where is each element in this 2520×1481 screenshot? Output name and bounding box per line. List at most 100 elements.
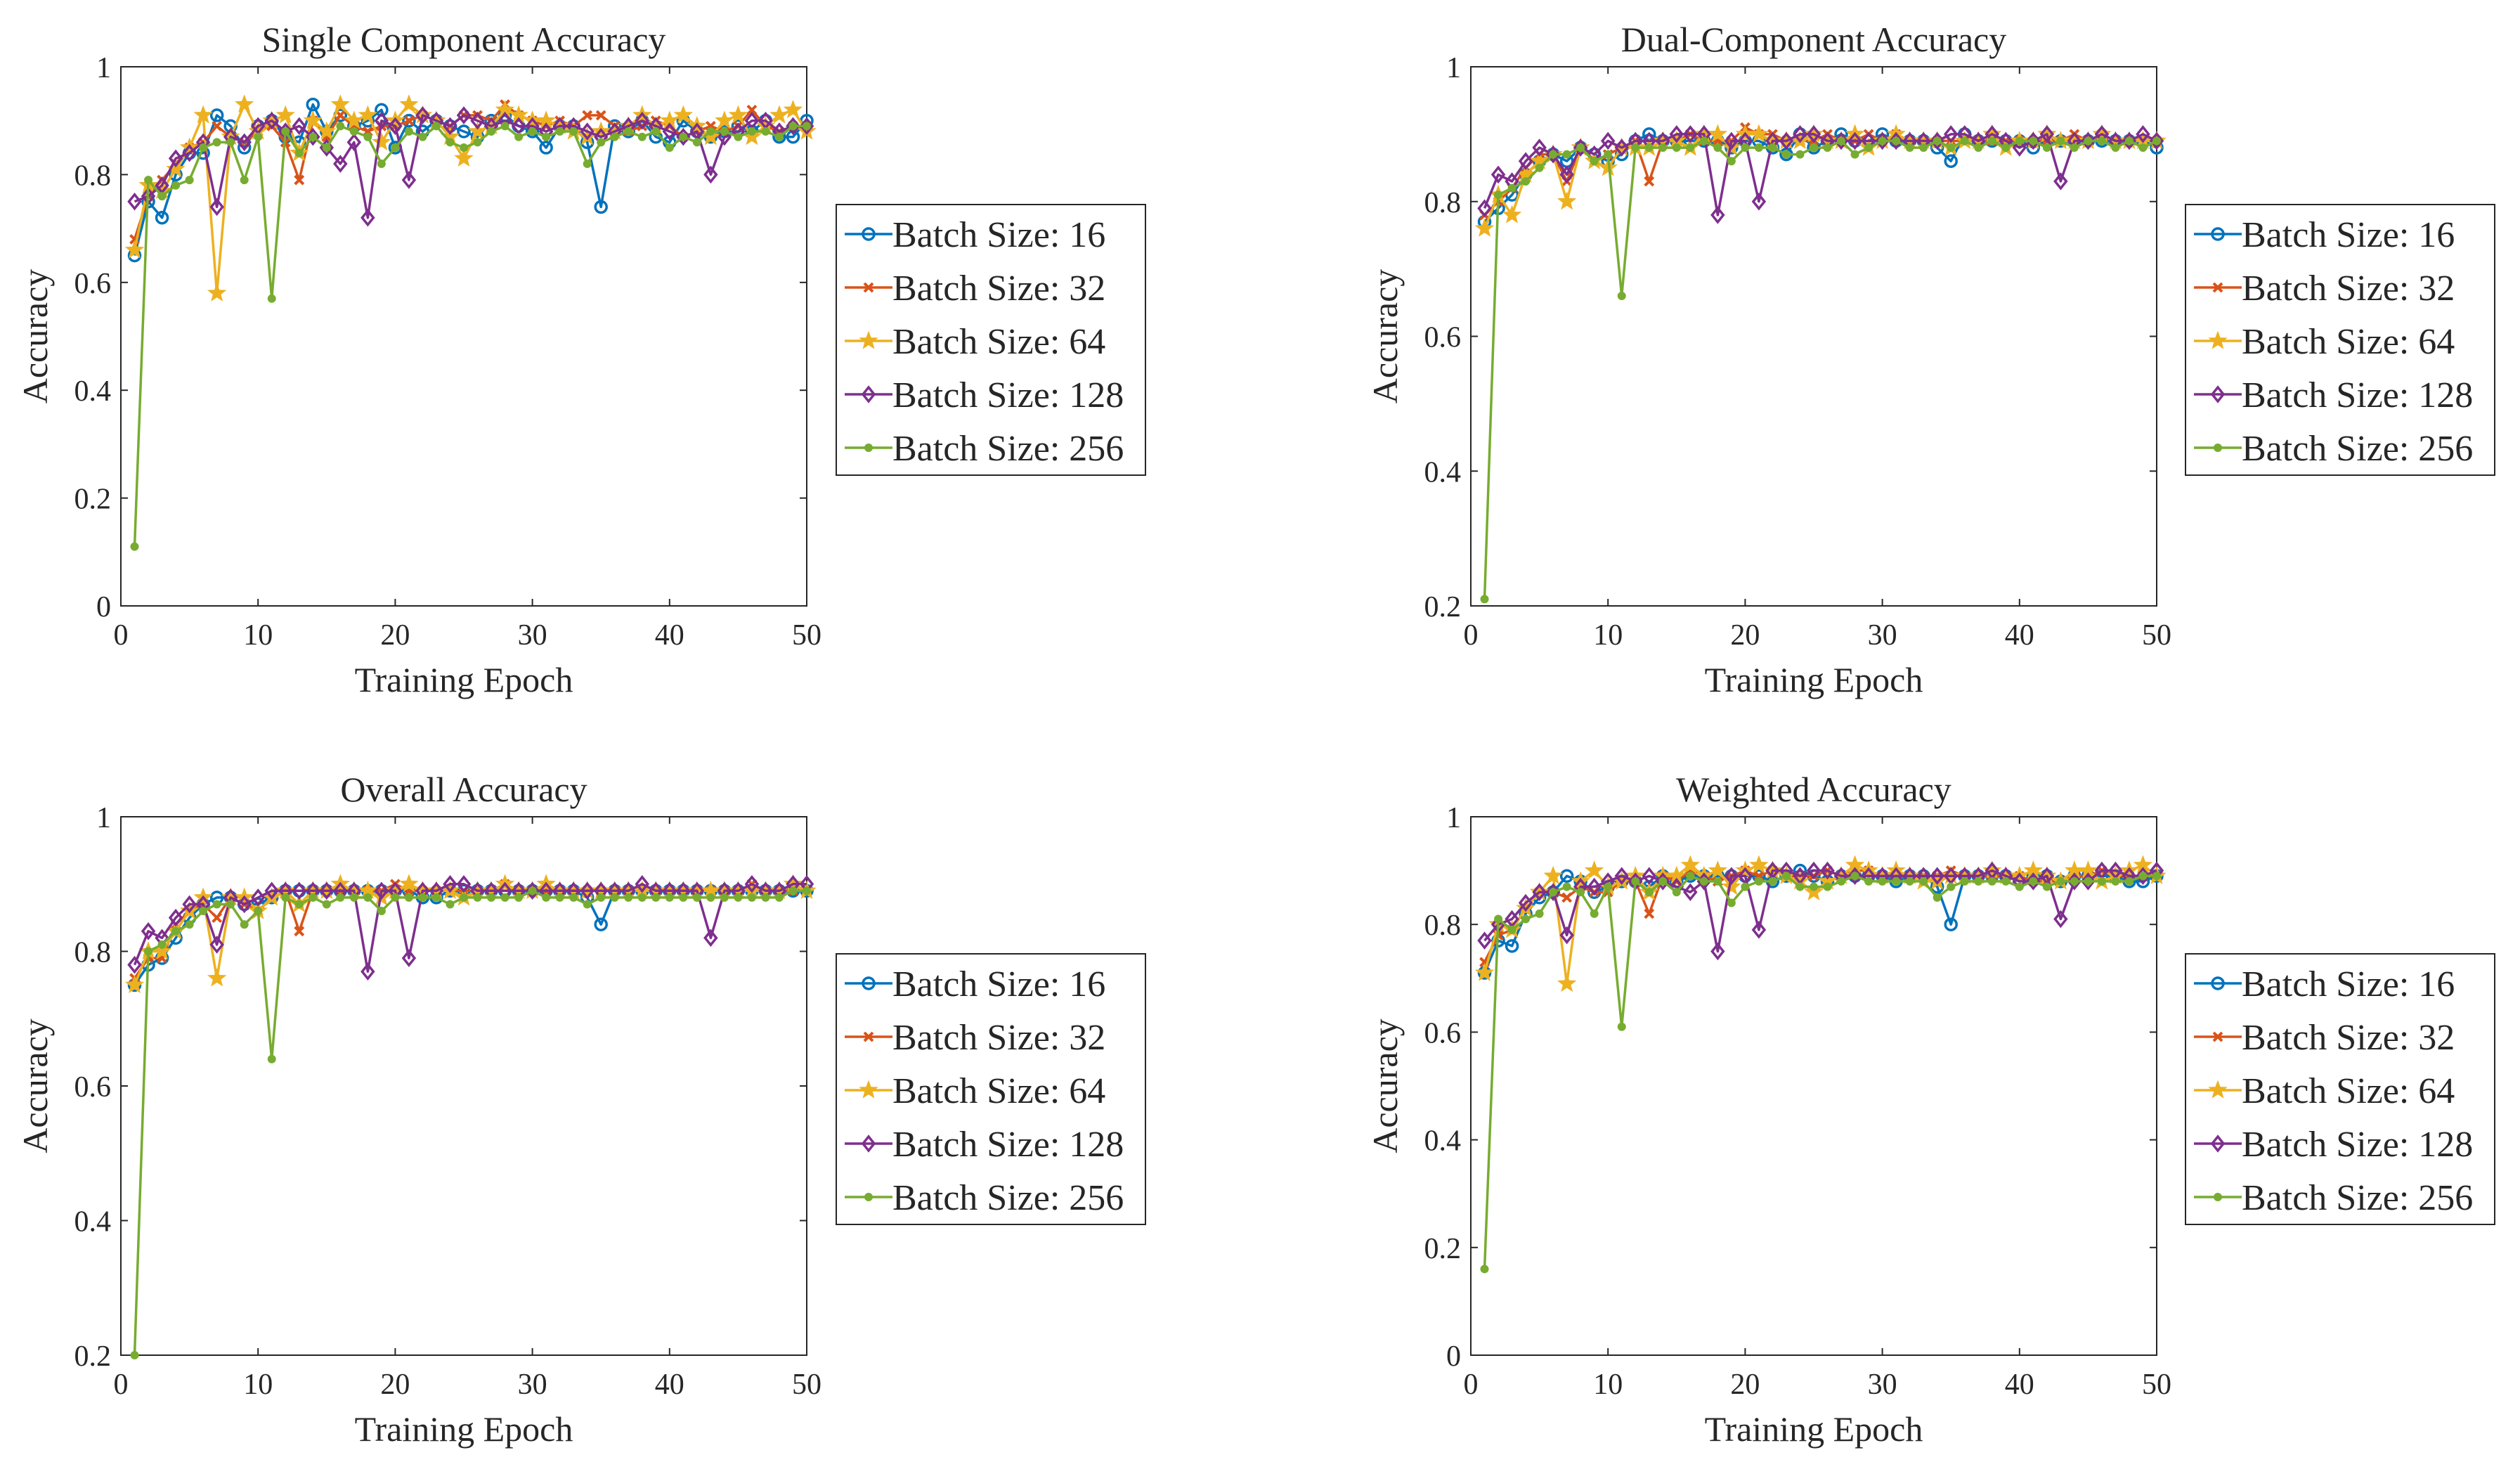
data-point <box>2056 136 2065 145</box>
data-point <box>403 115 415 127</box>
data-point <box>346 133 362 152</box>
data-point <box>1562 882 1571 891</box>
series-5 <box>1480 136 2161 604</box>
data-point <box>264 881 279 900</box>
data-point <box>363 893 372 902</box>
data-point <box>514 893 524 902</box>
data-point <box>212 138 221 147</box>
data-point <box>1833 131 1849 150</box>
data-point <box>199 907 208 916</box>
data-point <box>2029 877 2038 886</box>
data-point <box>1823 882 1832 891</box>
data-point <box>594 917 608 931</box>
data-point <box>1795 882 1805 891</box>
y-tick-label: 0.2 <box>1424 1233 1462 1265</box>
data-point <box>1507 925 1516 934</box>
data-point <box>1810 882 1818 891</box>
data-point <box>1543 865 1563 884</box>
legend-marker <box>864 1193 873 1201</box>
data-point <box>212 120 223 131</box>
data-point <box>610 132 619 141</box>
data-point <box>1779 131 1794 150</box>
legend-label: Batch Size: 32 <box>892 1018 1105 1058</box>
legend-item: Batch Size: 32 <box>845 1018 1105 1058</box>
data-point <box>415 106 430 124</box>
data-point <box>1710 206 1725 224</box>
data-point <box>1672 888 1681 897</box>
data-point <box>306 97 320 112</box>
data-point <box>1477 931 1492 950</box>
data-point <box>2056 877 2065 886</box>
data-point <box>1727 898 1736 907</box>
data-point <box>333 155 348 173</box>
data-point <box>1781 150 1791 159</box>
data-point <box>168 908 183 927</box>
data-point <box>1847 131 1862 150</box>
data-point <box>306 127 320 146</box>
chart-title: Overall Accuracy <box>340 770 587 809</box>
data-point <box>769 105 789 124</box>
data-point <box>1888 131 1904 150</box>
data-point <box>209 936 224 954</box>
y-axis-label: Accuracy <box>1365 1018 1405 1153</box>
data-point <box>185 176 194 185</box>
data-point <box>1559 926 1574 945</box>
data-point <box>1502 205 1522 224</box>
data-point <box>580 881 595 900</box>
data-point <box>2111 877 2120 886</box>
x-tick-label: 10 <box>243 619 273 652</box>
data-point <box>124 240 145 259</box>
data-point <box>144 947 153 956</box>
legend-marker <box>863 1031 874 1042</box>
data-point <box>1974 143 1983 153</box>
data-point <box>402 113 416 128</box>
data-point <box>1741 882 1750 891</box>
legend-label: Batch Size: 64 <box>892 322 1105 362</box>
data-point <box>635 874 650 893</box>
data-point <box>1892 877 1901 886</box>
data-point <box>2039 125 2055 143</box>
data-point <box>319 881 335 900</box>
data-point <box>1614 867 1629 886</box>
legend-label: Batch Size: 16 <box>892 215 1105 255</box>
data-point <box>539 141 553 155</box>
series-5 <box>130 886 811 1359</box>
y-tick-label: 0.4 <box>1424 1125 1462 1158</box>
data-point <box>799 117 814 136</box>
chart-title: Dual-Component Accuracy <box>1621 20 2006 59</box>
legend-item: Batch Size: 64 <box>2194 1071 2455 1111</box>
legend: Batch Size: 16 Batch Size: 32 Batch Size: … <box>2185 204 2495 476</box>
data-point <box>1549 888 1558 897</box>
legend-label: Batch Size: 32 <box>892 269 1105 309</box>
data-point <box>281 893 290 902</box>
data-point <box>1614 138 1629 157</box>
data-point <box>391 893 400 902</box>
y-tick-label: 0 <box>96 591 111 623</box>
data-point <box>391 143 400 153</box>
data-point <box>1850 150 1859 159</box>
data-point <box>1820 861 1835 880</box>
legend-item: Batch Size: 16 <box>845 215 1105 255</box>
legend-item: Batch Size: 64 <box>845 1071 1105 1111</box>
data-point <box>2042 143 2051 153</box>
data-point <box>171 181 181 190</box>
data-point <box>703 165 718 184</box>
y-tick-label: 1 <box>96 802 111 834</box>
legend-label: Batch Size: 128 <box>2242 1125 2473 1165</box>
data-point <box>237 133 252 152</box>
data-point <box>294 174 305 186</box>
data-point <box>308 893 318 902</box>
data-point <box>2084 136 2093 145</box>
data-point <box>637 893 647 902</box>
data-point <box>207 283 227 302</box>
data-point <box>1507 183 1516 193</box>
data-point <box>1535 909 1544 918</box>
data-point <box>1823 143 1832 153</box>
data-point <box>676 127 691 146</box>
data-point <box>583 900 592 909</box>
legend-marker <box>2212 1031 2223 1042</box>
data-point <box>624 127 633 136</box>
data-point <box>1672 143 1681 153</box>
data-point <box>2097 877 2106 886</box>
x-tick-label: 0 <box>114 619 129 652</box>
